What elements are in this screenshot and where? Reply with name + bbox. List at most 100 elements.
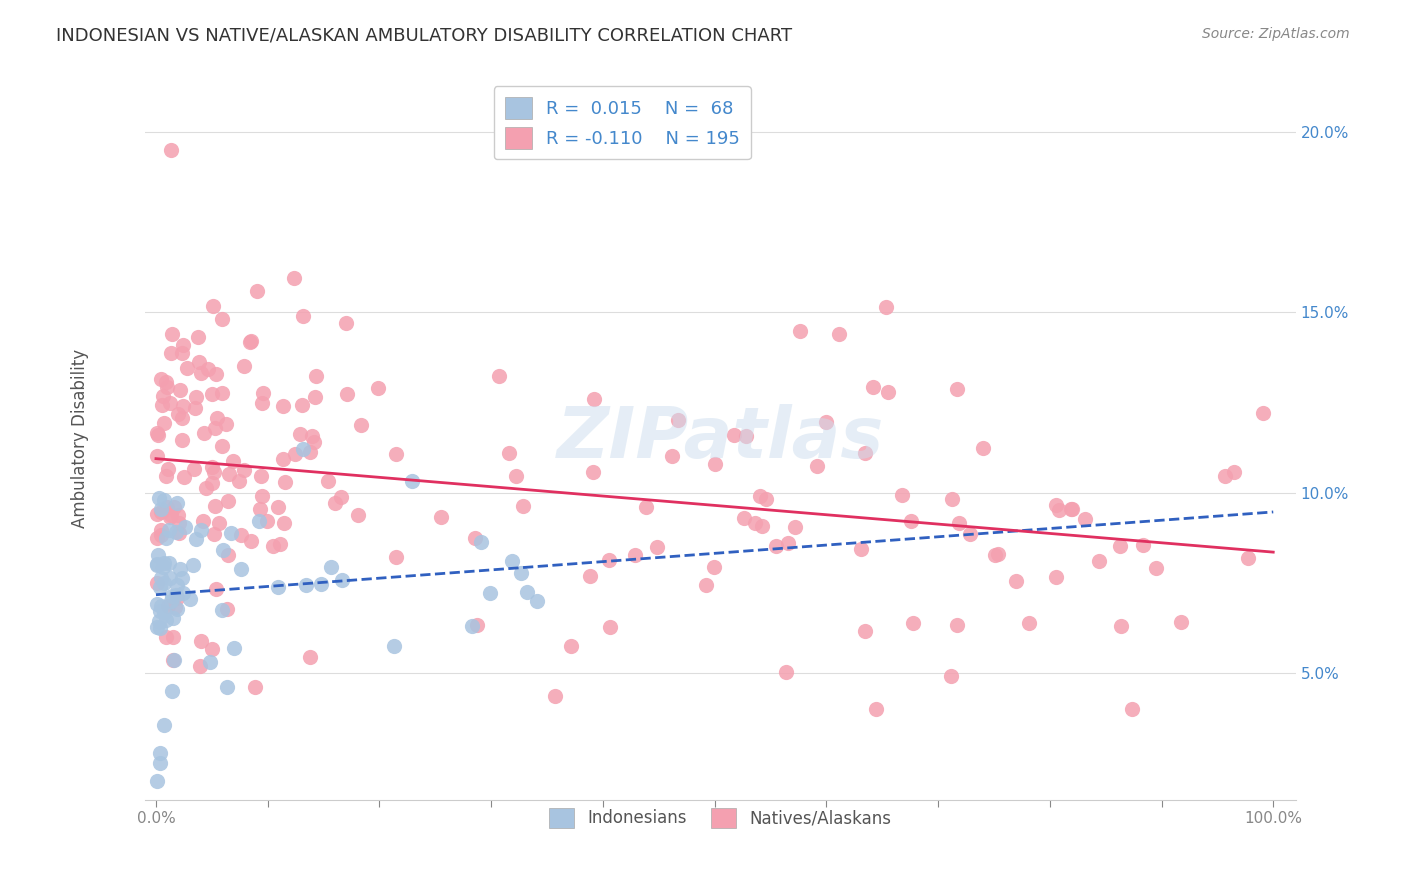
Point [309, 577, 332, 591]
Point [146, 597, 169, 611]
Point [201, 475, 224, 490]
Point [211, 439, 233, 453]
Point [172, 338, 194, 352]
Point [217, 493, 239, 508]
Point [181, 558, 204, 573]
Point [734, 429, 756, 443]
Text: ZIPatlas: ZIPatlas [557, 404, 884, 473]
Point [862, 379, 884, 393]
Point [146, 620, 169, 634]
Point [148, 548, 170, 562]
Point [748, 489, 770, 503]
Point [252, 386, 274, 401]
Point [184, 401, 207, 415]
Point [149, 580, 172, 594]
Point [146, 557, 169, 571]
Point [384, 549, 406, 564]
Point [890, 488, 912, 502]
Point [160, 683, 183, 698]
Point [1060, 501, 1083, 516]
Point [156, 379, 179, 393]
Point [382, 639, 405, 653]
Point [155, 375, 177, 389]
Point [488, 369, 510, 384]
Point [290, 427, 312, 442]
Point [160, 508, 183, 523]
Point [252, 489, 274, 503]
Point [291, 398, 314, 412]
Point [155, 532, 177, 546]
Point [460, 619, 482, 633]
Point [149, 372, 172, 386]
Legend: Indonesians, Natives/Alaskans: Indonesians, Natives/Alaskans [541, 801, 898, 835]
Point [176, 361, 198, 376]
Point [346, 508, 368, 522]
Point [1170, 615, 1192, 630]
Point [1018, 616, 1040, 631]
Point [302, 435, 325, 450]
Point [153, 557, 176, 571]
Point [946, 383, 969, 397]
Point [789, 324, 811, 338]
Point [160, 326, 183, 341]
Point [267, 500, 290, 514]
Point [623, 548, 645, 562]
Point [578, 569, 600, 583]
Point [179, 592, 201, 607]
Point [1132, 538, 1154, 552]
Point [211, 385, 233, 400]
Point [149, 571, 172, 585]
Point [959, 527, 981, 541]
Point [1005, 574, 1028, 588]
Point [184, 390, 207, 404]
Point [202, 299, 225, 313]
Point [283, 271, 305, 285]
Point [166, 407, 188, 421]
Point [155, 469, 177, 483]
Point [208, 516, 231, 530]
Point [250, 395, 273, 409]
Point [160, 346, 183, 360]
Point [645, 541, 668, 555]
Point [723, 428, 745, 442]
Point [172, 586, 194, 600]
Point [560, 639, 582, 653]
Point [987, 548, 1010, 562]
Point [169, 525, 191, 540]
Point [323, 496, 346, 510]
Point [733, 510, 755, 524]
Point [149, 621, 172, 635]
Point [156, 462, 179, 476]
Point [214, 417, 236, 431]
Point [159, 510, 181, 524]
Point [972, 441, 994, 455]
Point [205, 368, 228, 382]
Point [543, 690, 565, 704]
Point [219, 526, 242, 541]
Point [1108, 539, 1130, 553]
Point [941, 492, 963, 507]
Point [273, 516, 295, 531]
Point [153, 605, 176, 619]
Point [498, 446, 520, 460]
Point [262, 539, 284, 553]
Point [174, 520, 197, 534]
Point [170, 346, 193, 360]
Text: INDONESIAN VS NATIVE/ALASKAN AMBULATORY DISABILITY CORRELATION CHART: INDONESIAN VS NATIVE/ALASKAN AMBULATORY … [56, 27, 793, 45]
Point [202, 527, 225, 541]
Point [148, 491, 170, 505]
Point [384, 447, 406, 461]
Point [598, 553, 620, 567]
Point [1060, 501, 1083, 516]
Point [501, 554, 523, 568]
Point [211, 312, 233, 326]
Point [367, 381, 389, 395]
Point [1045, 569, 1067, 583]
Point [155, 613, 177, 627]
Point [204, 500, 226, 514]
Point [304, 390, 326, 404]
Point [751, 518, 773, 533]
Point [330, 490, 353, 504]
Point [900, 514, 922, 528]
Point [150, 398, 173, 412]
